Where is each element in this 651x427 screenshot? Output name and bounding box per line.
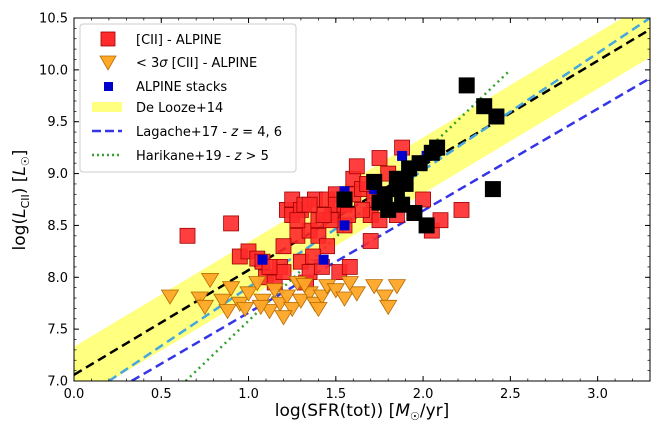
upper-limit-point — [200, 272, 220, 289]
detection-point — [453, 201, 470, 218]
black-point — [366, 173, 383, 190]
y-tick-label: 10.0 — [39, 63, 68, 78]
upper-limit-point — [235, 301, 255, 318]
black-point — [484, 181, 501, 198]
upper-limit-point — [282, 301, 302, 318]
x-tick-label: 2.5 — [500, 387, 521, 402]
upper-limit-point — [260, 304, 279, 320]
upper-limit-point — [387, 279, 407, 295]
upper-limit-point — [347, 286, 367, 302]
upper-limit-point — [190, 291, 209, 307]
y-tick-label: 8.0 — [47, 271, 68, 286]
upper-limit-point — [364, 279, 384, 295]
x-tick-label: 0.5 — [151, 387, 172, 402]
upper-limit-point — [295, 278, 314, 294]
upper-limit-point — [312, 289, 332, 305]
stack-point — [257, 254, 268, 265]
legend: [CII] - ALPINE < 3σ [CII] - ALPINE ALPIN… — [79, 23, 297, 173]
axis-layer: 0.0 0.5 1.0 1.5 2.0 2.5 3.0 7.0 7.5 8.0 8.5 9.0 9.5 1… — [39, 12, 650, 402]
upper-limit-point — [270, 296, 290, 312]
plot-frame — [73, 17, 651, 382]
detection-point — [319, 238, 336, 255]
detection-point — [415, 191, 432, 208]
detection-point — [275, 238, 292, 255]
black-point — [406, 205, 423, 221]
detection-point — [223, 215, 240, 232]
legend-label-lagache: Lagache+17 - z = 4, 6 — [136, 125, 282, 140]
detection-point — [340, 207, 356, 224]
detection-point — [341, 258, 358, 275]
x-tick-label: 2.0 — [413, 387, 434, 402]
detection-point — [275, 264, 292, 281]
lagache-line — [130, 77, 650, 381]
y-tick-label: 9.0 — [47, 167, 68, 182]
detection-point — [371, 150, 388, 166]
stack-point — [339, 220, 350, 231]
detection-point — [348, 158, 365, 175]
black-point — [336, 191, 353, 208]
black-point — [418, 217, 435, 234]
upper-limit-point — [326, 283, 346, 299]
detection-point — [305, 248, 322, 265]
legend-label-harikane: Harikane+19 - z > 5 — [136, 149, 269, 164]
legend-label-stacks: ALPINE stacks — [136, 80, 227, 95]
upper-limit-point — [195, 299, 215, 316]
upper-limit-point — [160, 289, 180, 305]
y-tick-label: 7.5 — [47, 323, 68, 338]
upper-limit-point — [309, 301, 328, 318]
upper-limit-point — [291, 293, 311, 309]
upper-limit-point — [378, 299, 398, 316]
x-tick-label: 1.5 — [325, 387, 346, 402]
legend-label-upper-limits: < 3σ [CII] - ALPINE — [136, 56, 257, 71]
black-point — [371, 194, 388, 211]
black-point — [429, 139, 446, 156]
detection-point — [289, 212, 306, 229]
detection-point — [179, 227, 196, 244]
y-axis-title: log(LCII) [L☉] — [10, 150, 32, 251]
legend-label-de-looze: De Looze+14 — [136, 101, 223, 116]
detection-point — [301, 196, 318, 213]
detection-point — [432, 212, 449, 229]
stack-point — [318, 254, 329, 265]
de-looze-band — [74, 18, 650, 381]
detection-point — [315, 207, 332, 224]
stack-point — [339, 186, 350, 197]
x-tick-label: 1.0 — [238, 387, 259, 402]
upper-limit-point — [251, 299, 271, 316]
orange-down-triangle-marker — [99, 55, 117, 71]
upper-limit-point — [218, 304, 237, 320]
upper-limit-point — [239, 286, 258, 302]
black-point — [411, 155, 428, 172]
black-point — [458, 77, 475, 94]
y-tick-label: 9.5 — [47, 115, 68, 130]
legend-label-detections: [CII] - ALPINE — [136, 33, 222, 48]
black-point — [488, 108, 505, 125]
red-square-marker — [100, 31, 116, 47]
detection-point — [362, 233, 379, 249]
y-tick-label: 10.5 — [39, 12, 68, 27]
upper-limit-point — [335, 291, 354, 307]
detection-point — [354, 201, 370, 218]
upper-limit-point — [340, 276, 360, 292]
upper-limit-point — [248, 276, 267, 292]
black-point — [388, 170, 405, 187]
black-point — [394, 196, 411, 213]
upper-limit-point — [274, 310, 293, 326]
legend-box — [79, 23, 297, 173]
yellow-band-patch — [92, 102, 122, 112]
blue-square-marker — [104, 82, 113, 91]
x-tick-label: 0.0 — [64, 387, 85, 402]
black-point — [476, 98, 493, 115]
upper-limit-point — [221, 281, 241, 297]
x-axis-title: log(SFR(tot)) [M☉/yr] — [275, 401, 450, 423]
stack-point — [397, 150, 408, 161]
y-tick-label: 8.5 — [47, 219, 68, 234]
x-tick-label: 3.0 — [587, 387, 608, 402]
upper-limit-point — [213, 293, 232, 309]
y-tick-label: 7.0 — [47, 375, 68, 390]
upper-limit-point — [277, 289, 297, 305]
upper-limit-point — [375, 289, 394, 305]
data-layer — [74, 18, 650, 381]
